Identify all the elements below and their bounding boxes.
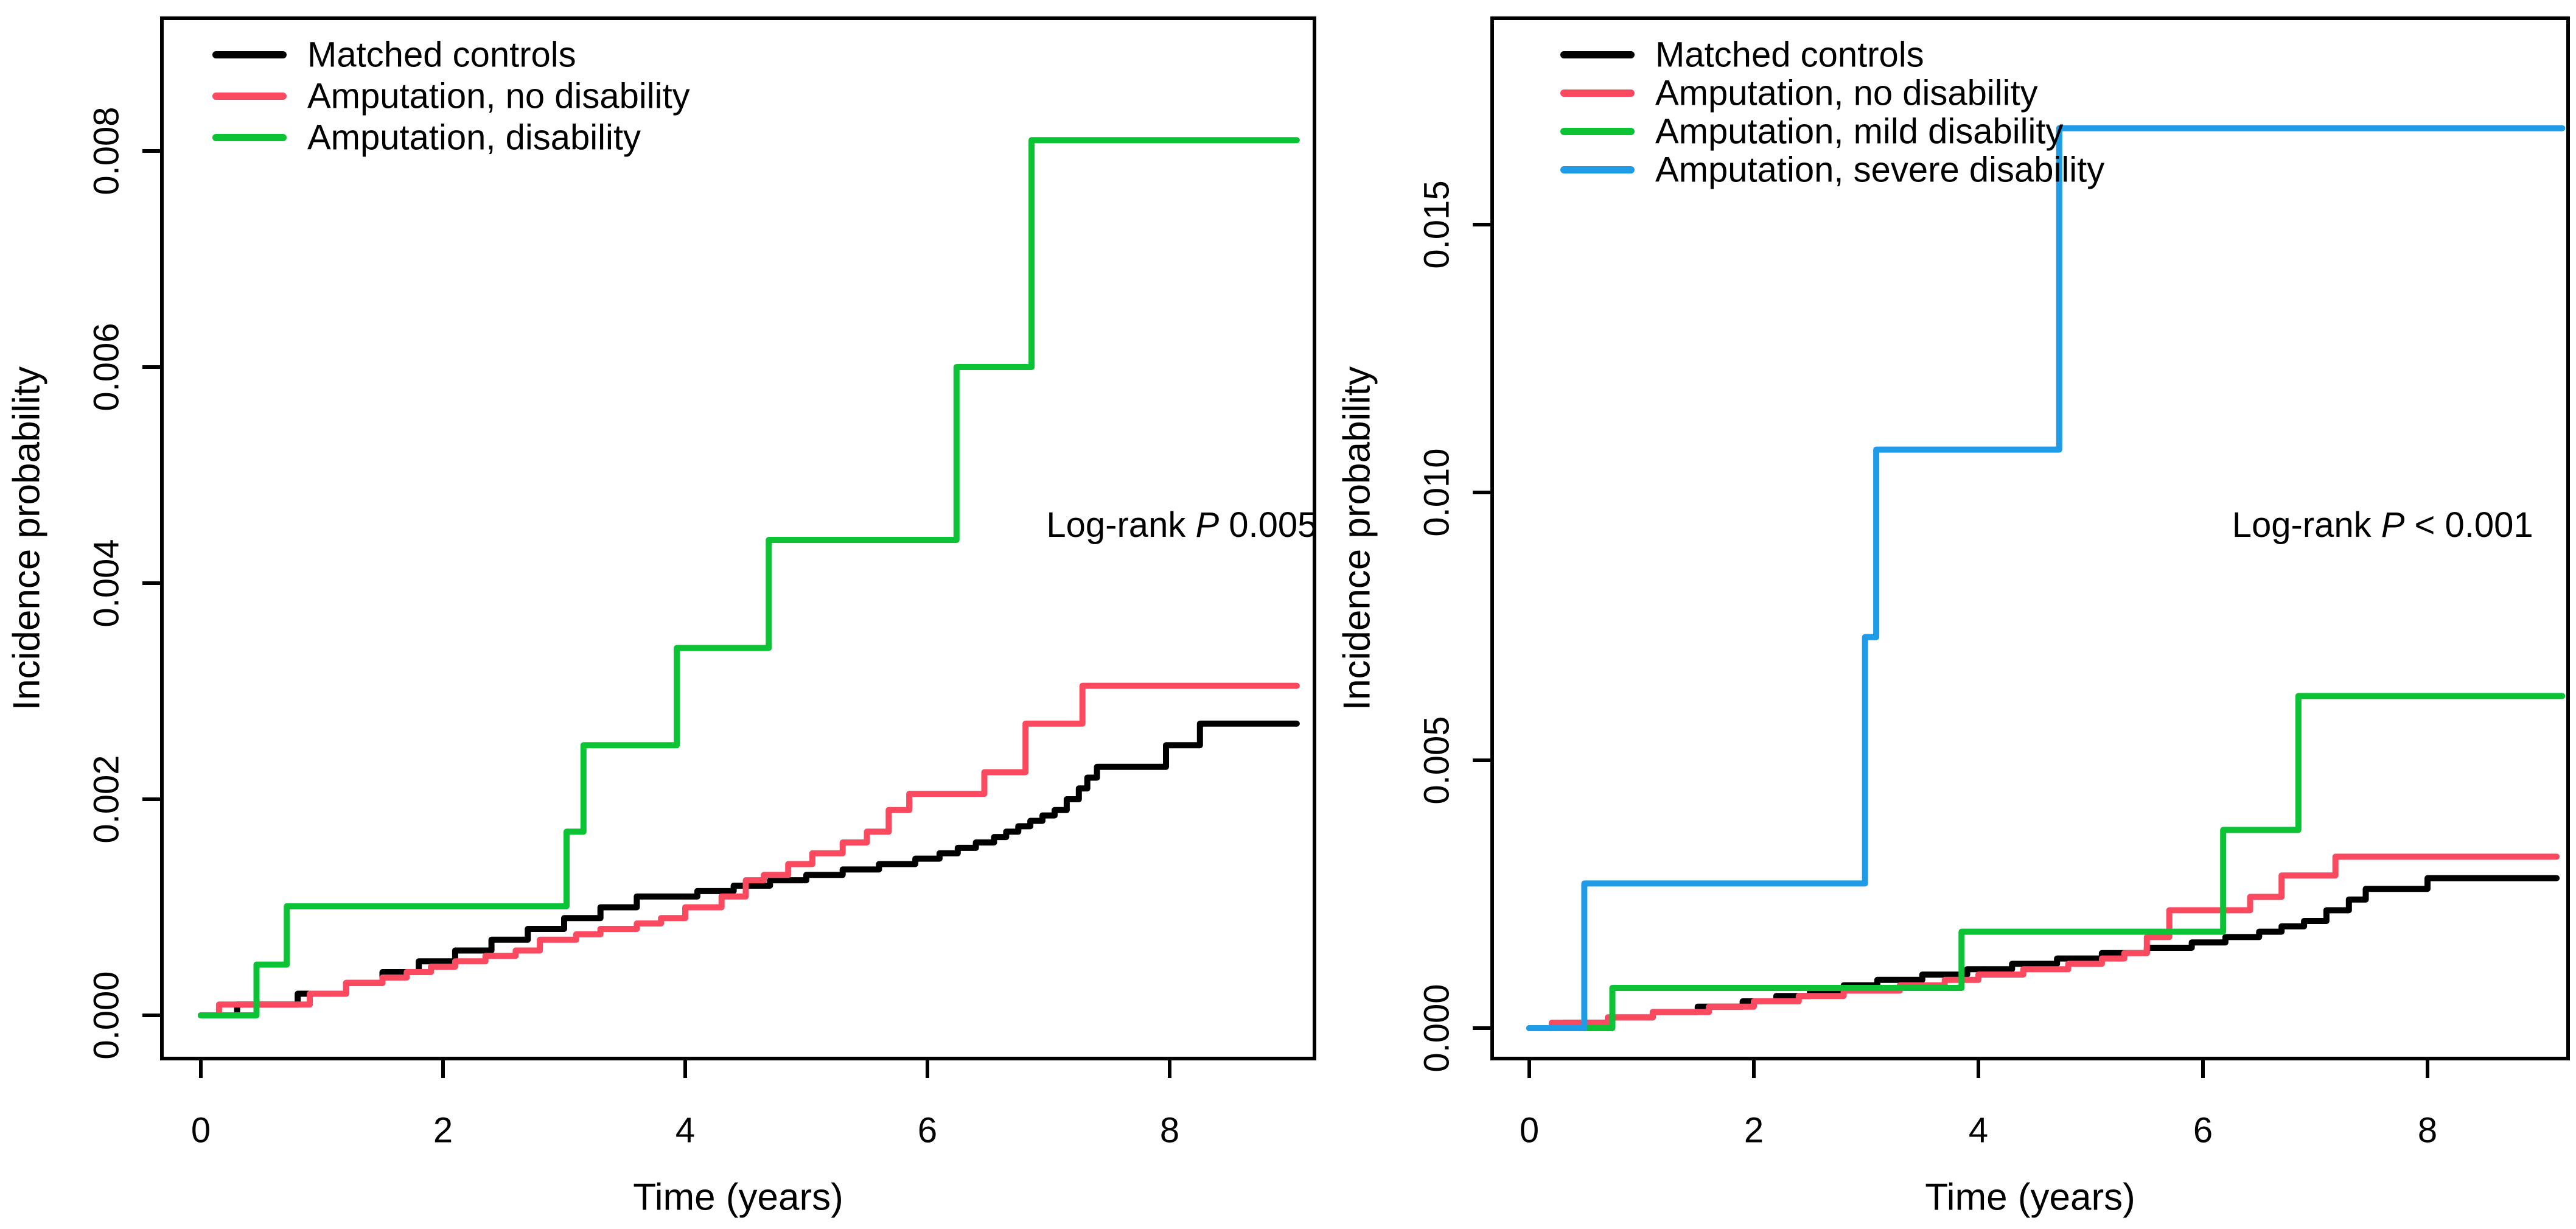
y-tick-label: 0.002 <box>87 755 127 843</box>
y-tick-label: 0.000 <box>87 971 127 1059</box>
y-axis-label: Incidence probability <box>6 366 48 710</box>
x-axis-label: Time (years) <box>633 1177 843 1219</box>
series-amputation-severe-disability <box>1526 125 2566 1031</box>
series-matched-controls <box>198 720 1300 1018</box>
legend-label-amputation-no-disability: Amputation, no disability <box>307 77 690 116</box>
x-tick-label: 6 <box>2193 1111 2213 1150</box>
legend-label-amputation-no-disability: Amputation, no disability <box>1655 74 2038 113</box>
series-amputation-disability <box>198 137 1300 1018</box>
y-axis-label: Incidence probability <box>1336 366 1378 710</box>
legend-label-amputation-severe-disability: Amputation, severe disability <box>1655 150 2104 190</box>
series-matched-controls <box>1526 875 2560 1031</box>
series-amputation-mild-disability <box>1526 693 2566 1031</box>
legend-label-matched-controls: Matched controls <box>307 35 576 75</box>
y-tick-label: 0.015 <box>1417 180 1457 268</box>
x-tick-label: 0 <box>1520 1111 1539 1150</box>
x-tick-label: 8 <box>1160 1111 1179 1150</box>
log-rank-annotation: Log-rank P < 0.001 <box>2232 505 2533 544</box>
legend-label-amputation-disability: Amputation, disability <box>307 118 641 158</box>
panel-left: 0 2 4 6 8 0.000 0.002 0.004 0.006 0.008 Time (year… <box>6 16 1317 1219</box>
x-tick-label: 0 <box>191 1111 211 1150</box>
x-tick-label: 6 <box>918 1111 937 1150</box>
panel-right: 0 2 4 6 8 0.000 0.005 0.010 0.015 Time (years) Inc… <box>1336 16 2570 1219</box>
x-tick-label: 4 <box>675 1111 695 1150</box>
y-tick-label: 0.010 <box>1417 448 1457 536</box>
x-tick-label: 8 <box>2418 1111 2437 1150</box>
x-axis-label: Time (years) <box>1925 1177 2135 1219</box>
y-tick-label: 0.006 <box>87 323 127 411</box>
y-tick-label: 0.004 <box>87 539 127 627</box>
legend-label-amputation-mild-disability: Amputation, mild disability <box>1655 112 2064 152</box>
series-amputation-no-disability <box>198 682 1300 1018</box>
plot-frame <box>1490 16 2570 1060</box>
x-tick-label: 2 <box>1744 1111 1764 1150</box>
x-tick-label: 4 <box>1969 1111 1988 1150</box>
log-rank-annotation: Log-rank P 0.005 <box>1046 505 1317 545</box>
legend-label-matched-controls: Matched controls <box>1655 35 1924 75</box>
y-tick-label: 0.000 <box>1417 984 1457 1072</box>
x-tick-label: 2 <box>433 1111 453 1150</box>
plot-frame <box>160 16 1316 1060</box>
y-tick-label: 0.005 <box>1417 716 1457 804</box>
y-tick-label: 0.008 <box>87 107 127 195</box>
series-amputation-no-disability <box>1526 853 2560 1031</box>
